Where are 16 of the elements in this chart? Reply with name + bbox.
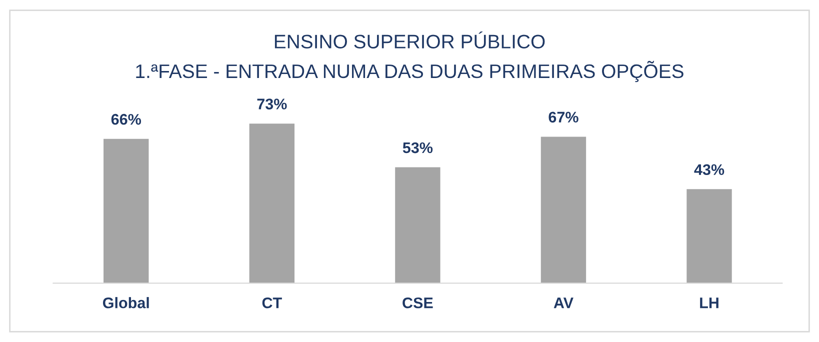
- data-label: 53%: [402, 142, 433, 154]
- bar: [686, 189, 732, 284]
- chart-title: ENSINO SUPERIOR PÚBLICO 1.ªFASE - ENTRADA NUMA DAS DUAS PRIMEIRAS OPÇÕES: [136, 31, 684, 82]
- data-label: 73%: [257, 98, 287, 110]
- x-tick-label: CSE: [402, 297, 433, 308]
- bar: [249, 124, 295, 284]
- bar: [104, 138, 149, 284]
- bar: [540, 136, 586, 284]
- data-label: 66%: [111, 114, 142, 125]
- data-label: 67%: [548, 112, 578, 123]
- x-tick-label: AV: [554, 298, 574, 308]
- x-tick-label: Global: [102, 297, 149, 308]
- x-tick-label: CT: [262, 297, 282, 308]
- x-tick-label: LH: [700, 298, 718, 308]
- data-label: 43%: [694, 164, 724, 176]
- bar: [395, 167, 440, 284]
